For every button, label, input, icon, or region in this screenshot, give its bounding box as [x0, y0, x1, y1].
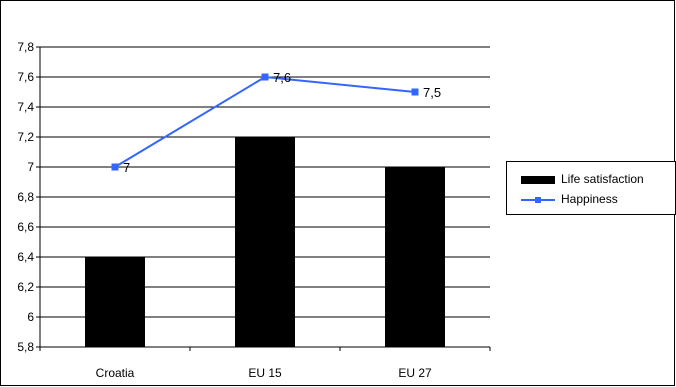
happiness-line: [111, 73, 419, 171]
category-labels: Croatia EU 15 EU 27: [96, 366, 432, 380]
happiness-point-eu-27: [411, 88, 419, 96]
category-label-eu-15: EU 15: [248, 366, 282, 380]
category-label-croatia: Croatia: [96, 366, 135, 380]
happiness-point-eu-15: [261, 73, 269, 81]
y-tick-labels: 5,8 6 6,2 6,4 6,6 6,8 7 7,2 7,4 7,6 7,8: [17, 40, 34, 354]
legend-item-life-satisfaction: Life satisfaction: [507, 171, 673, 189]
legend: Life satisfaction Happiness: [506, 161, 676, 215]
legend-label-life-satisfaction: Life satisfaction: [561, 172, 644, 186]
bar-swatch-icon: [521, 176, 555, 184]
y-tick-label: 6,8: [17, 190, 34, 204]
y-tick-label: 7,4: [17, 100, 34, 114]
data-label-eu-15: 7,6: [273, 70, 291, 85]
line-swatch-icon: [521, 197, 555, 203]
y-tick-label: 6,4: [17, 250, 34, 264]
bar-croatia: [85, 257, 145, 347]
y-tick-label: 6: [27, 310, 34, 324]
y-tick-label: 6,2: [17, 280, 34, 294]
happiness-point-croatia: [111, 163, 119, 171]
y-tick-label: 6,6: [17, 220, 34, 234]
axes: [39, 47, 491, 351]
bar-eu-15: [235, 137, 295, 347]
y-tick-label: 7,8: [17, 40, 34, 54]
y-tick-label: 7: [27, 160, 34, 174]
y-tick-label: 7,2: [17, 130, 34, 144]
y-tick-label: 7,6: [17, 70, 34, 84]
y-tick-label: 5,8: [17, 340, 34, 354]
category-label-eu-27: EU 27: [398, 366, 432, 380]
data-label-croatia: 7: [123, 160, 130, 175]
data-labels: 7 7,6 7,5: [123, 70, 441, 175]
bars: [85, 137, 445, 347]
legend-item-happiness: Happiness: [507, 191, 673, 209]
bar-eu-27: [385, 167, 445, 347]
legend-label-happiness: Happiness: [561, 192, 618, 206]
data-label-eu-27: 7,5: [423, 85, 441, 100]
